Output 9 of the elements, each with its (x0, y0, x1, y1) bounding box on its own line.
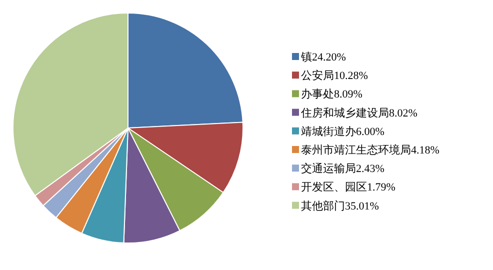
legend-label: 住房和城乡建设局8.02% (301, 106, 418, 120)
legend-label: 交通运输局2.43% (301, 162, 384, 176)
legend-label: 泰州市靖江生态环境局4.18% (301, 144, 440, 156)
legend-label: 公安局10.28% (301, 69, 368, 82)
legend-label: 开发区、园区1.79% (301, 182, 396, 194)
legend-label: 镇24.20% (300, 52, 346, 64)
legend-label: 办事处8.09% (301, 88, 362, 101)
legend-label: 其他部门35.01% (301, 199, 379, 212)
legend-label: 靖城街道办6.00% (301, 124, 384, 138)
